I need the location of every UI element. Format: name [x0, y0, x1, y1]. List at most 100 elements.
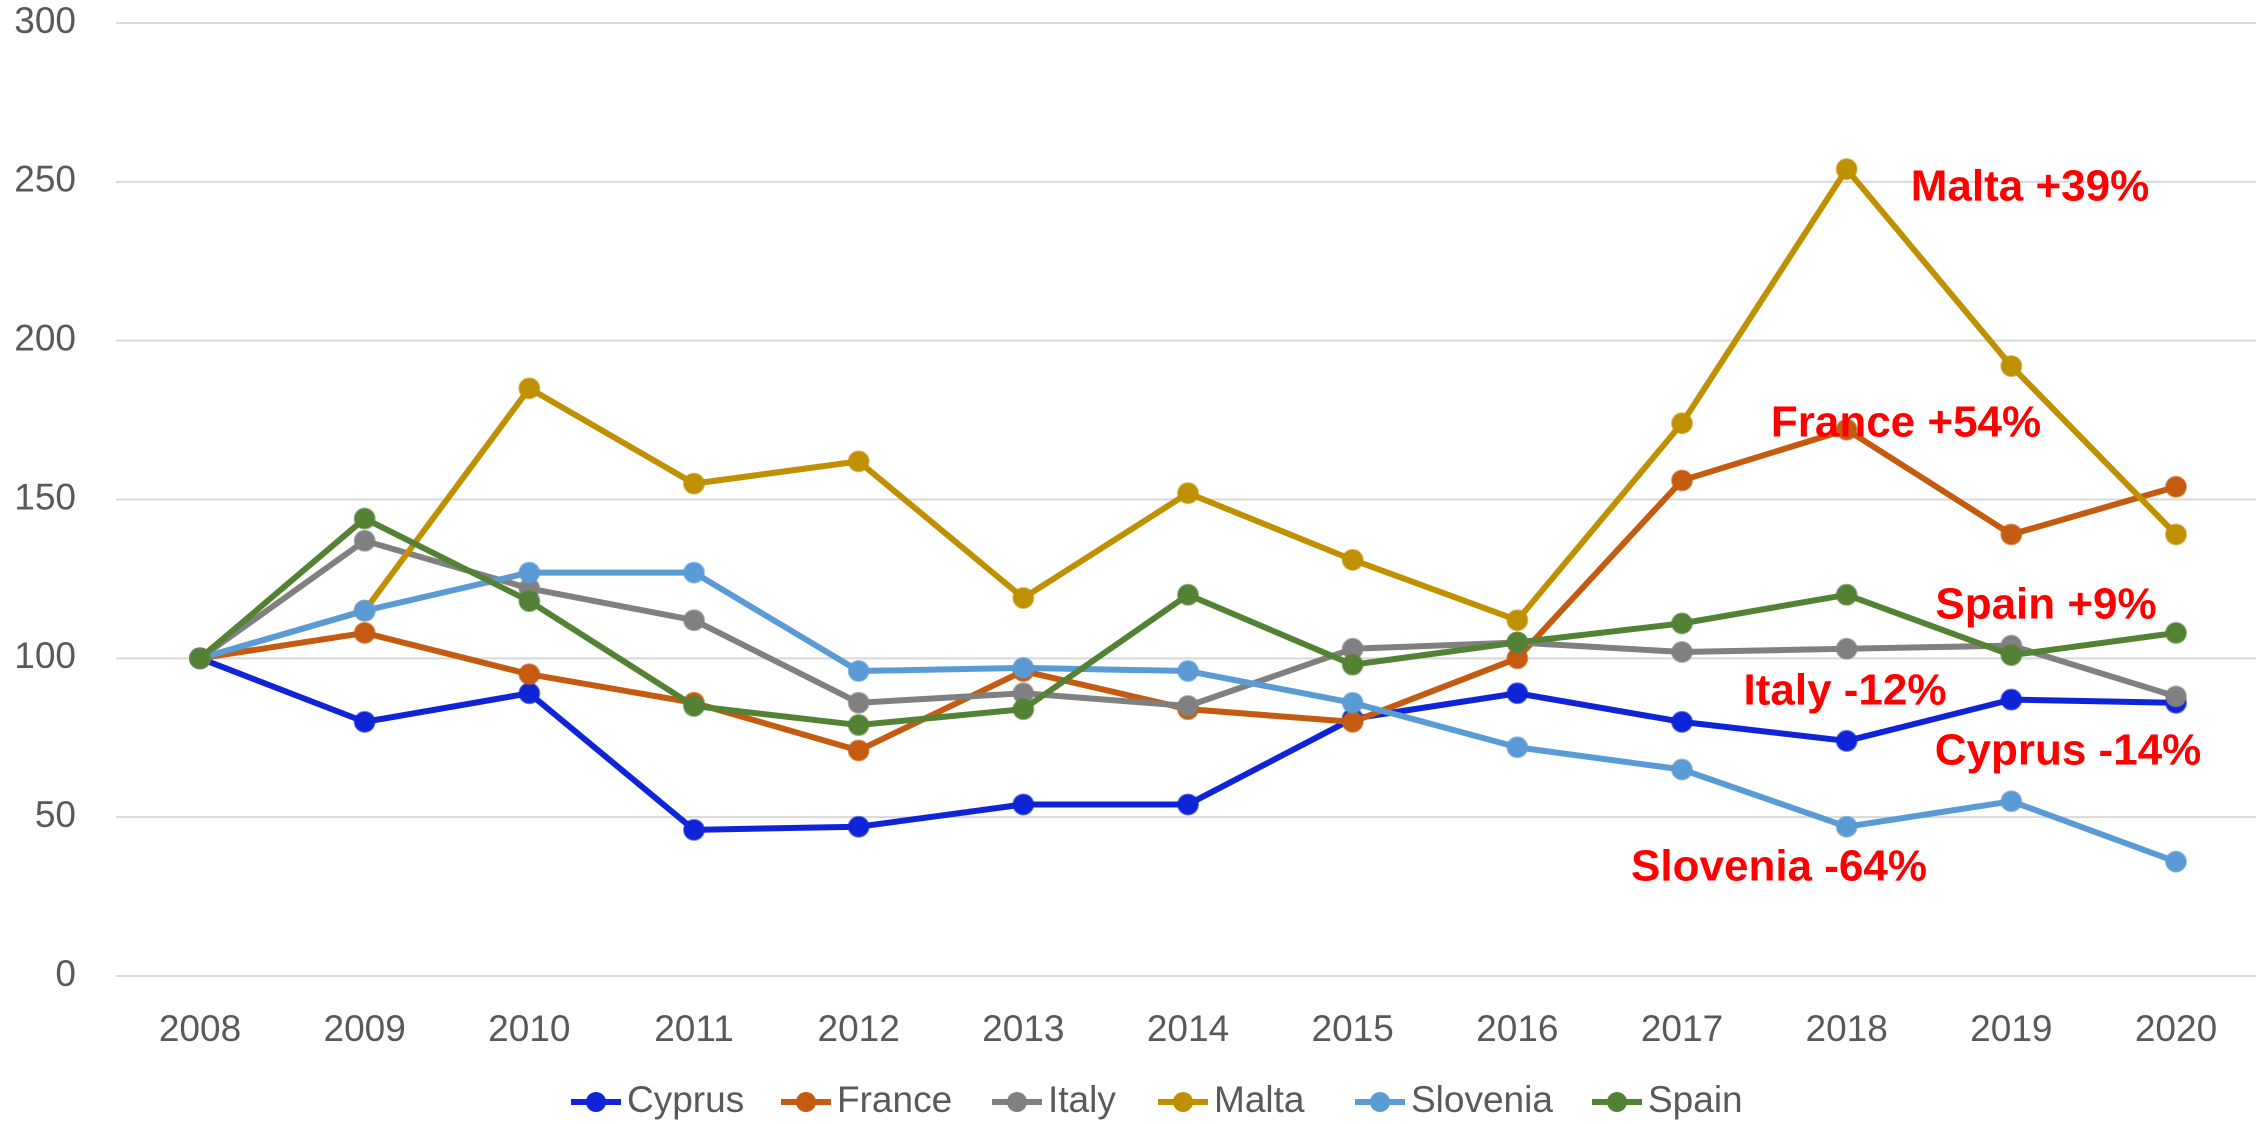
annotation: Spain +9%	[1935, 580, 2156, 629]
point	[2165, 850, 2187, 873]
x-tick-label: 2011	[654, 1008, 734, 1049]
y-tick-label: 300	[14, 0, 76, 41]
point	[1506, 631, 1529, 654]
point	[353, 621, 376, 644]
point	[683, 694, 705, 717]
point	[518, 590, 541, 613]
point	[1177, 482, 1199, 505]
point	[683, 818, 705, 841]
point	[1835, 729, 1858, 752]
y-tick-label: 50	[35, 794, 76, 835]
x-tick-label: 2009	[324, 1008, 406, 1049]
point	[518, 682, 541, 705]
legend-marker	[586, 1092, 606, 1112]
legend-marker	[1007, 1092, 1027, 1112]
annotation: Cyprus -14%	[1935, 726, 2202, 775]
point	[1177, 583, 1199, 606]
point	[1671, 469, 1693, 492]
point	[2000, 355, 2023, 378]
point	[847, 691, 870, 714]
point	[518, 663, 541, 686]
point	[683, 561, 705, 584]
point	[1012, 698, 1035, 721]
point	[353, 599, 376, 622]
x-tick-label: 2013	[982, 1008, 1064, 1049]
legend-marker	[1370, 1092, 1390, 1112]
legend-marker	[1173, 1092, 1193, 1112]
point	[1671, 640, 1693, 663]
point	[1012, 586, 1035, 609]
point	[1012, 793, 1035, 816]
point	[847, 815, 870, 838]
x-tick-label: 2008	[159, 1008, 241, 1049]
x-tick-label: 2010	[488, 1008, 570, 1049]
y-tick-label: 100	[14, 635, 76, 676]
x-tick-label: 2012	[818, 1008, 900, 1049]
point	[1177, 660, 1199, 683]
point	[2000, 790, 2023, 813]
x-tick-label: 2015	[1312, 1008, 1394, 1049]
point	[2000, 523, 2023, 546]
point	[1506, 609, 1529, 632]
annotation: France +54%	[1771, 398, 2041, 447]
point	[1671, 412, 1693, 435]
point	[353, 507, 376, 530]
annotation: Malta +39%	[1911, 162, 2149, 211]
point	[1835, 637, 1858, 660]
legend-label: Slovenia	[1411, 1079, 1553, 1120]
point	[2165, 621, 2187, 644]
point	[518, 377, 541, 400]
point	[1341, 691, 1364, 714]
x-tick-label: 2018	[1806, 1008, 1888, 1049]
point	[2165, 523, 2187, 546]
point	[1341, 548, 1364, 571]
point	[518, 561, 541, 584]
point	[2000, 688, 2023, 711]
legend-marker	[1607, 1092, 1627, 1112]
y-tick-label: 200	[14, 317, 76, 358]
point	[353, 529, 376, 552]
point	[189, 647, 211, 670]
x-tick-label: 2017	[1641, 1008, 1723, 1049]
point	[1835, 418, 1858, 441]
point	[1506, 682, 1529, 705]
y-tick-label: 0	[55, 953, 76, 994]
point	[1506, 736, 1529, 759]
x-tick-label: 2016	[1476, 1008, 1558, 1049]
point	[1671, 710, 1693, 733]
point	[847, 739, 870, 762]
point	[1835, 158, 1858, 181]
point	[683, 472, 705, 495]
point	[1177, 694, 1199, 717]
legend-label: Cyprus	[627, 1079, 744, 1120]
point	[1835, 583, 1858, 606]
annotation: Italy -12%	[1744, 666, 1947, 715]
point	[2165, 475, 2187, 498]
point	[683, 609, 705, 632]
point	[1671, 758, 1693, 781]
x-tick-label: 2020	[2135, 1008, 2217, 1049]
y-tick-label: 150	[14, 476, 76, 517]
legend-label: Malta	[1214, 1079, 1305, 1120]
point	[1835, 815, 1858, 838]
point	[1341, 710, 1364, 733]
point	[1012, 656, 1035, 679]
annotation: Slovenia -64%	[1631, 842, 1927, 891]
point	[2165, 685, 2187, 708]
point	[353, 710, 376, 733]
legend-marker	[796, 1092, 816, 1112]
point	[1671, 612, 1693, 635]
legend-label: France	[837, 1079, 952, 1120]
legend-label: Italy	[1048, 1079, 1116, 1120]
legend-label: Spain	[1648, 1079, 1743, 1120]
point	[847, 660, 870, 683]
point	[2000, 644, 2023, 667]
y-tick-label: 250	[14, 159, 76, 200]
point	[847, 714, 870, 737]
x-tick-label: 2014	[1147, 1008, 1229, 1049]
point	[1341, 653, 1364, 676]
point	[847, 450, 870, 473]
x-tick-label: 2019	[1970, 1008, 2052, 1049]
point	[1177, 793, 1199, 816]
